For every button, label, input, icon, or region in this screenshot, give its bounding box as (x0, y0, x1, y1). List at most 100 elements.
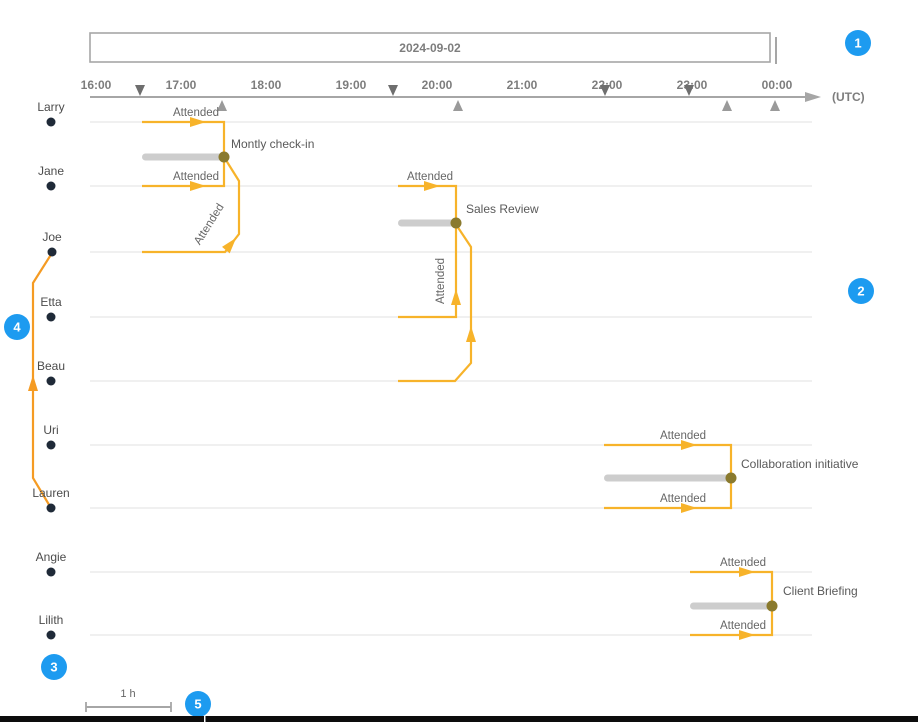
event-node-sales-review: Sales Review (398, 202, 539, 229)
event-end-marker-icon (217, 100, 227, 111)
person-node-lilith: Lilith (39, 613, 64, 640)
edge-label: Attended (173, 171, 219, 183)
time-tick-label: 16:00 (81, 78, 112, 92)
edge-label: Attended (407, 171, 453, 183)
event-dot[interactable] (725, 472, 737, 484)
event-duration-bar[interactable] (142, 153, 224, 161)
event-label: Collaboration initiative (741, 457, 859, 471)
attended-edge-larry-montly-check-in[interactable] (142, 120, 226, 157)
edge-label: Attended (173, 107, 219, 119)
callout-badge-4: 4 (4, 314, 30, 340)
person-node-angie: Angie (36, 550, 67, 577)
event-dot[interactable] (218, 151, 230, 163)
person-node-beau: Beau (37, 359, 65, 386)
callout-circle (845, 30, 871, 56)
callout-badge-5: 5 (185, 691, 211, 717)
person-node-uri: Uri (43, 423, 59, 450)
person-name-label: Lilith (39, 613, 64, 627)
callout-number: 3 (50, 660, 57, 675)
callout-number: 2 (857, 284, 864, 299)
callout-badge-3: 3 (41, 654, 67, 680)
callout-badge-1: 1 (845, 30, 871, 56)
person-name-label: Lauren (32, 486, 69, 500)
time-tick-label: 00:00 (762, 78, 793, 92)
person-dot[interactable] (46, 440, 56, 450)
edge-arrow-icon (424, 181, 440, 191)
event-dot[interactable] (450, 217, 462, 229)
person-dot[interactable] (46, 181, 56, 191)
event-node-montly-check-in: Montly check-in (142, 137, 314, 163)
callout-badge-2: 2 (848, 278, 874, 304)
date-label: 2024-09-02 (399, 41, 461, 55)
edge-arrow-icon (466, 326, 476, 342)
event-label: Montly check-in (231, 137, 314, 151)
person-name-label: Beau (37, 359, 65, 373)
person-name-label: Angie (36, 550, 67, 564)
edge-arrow-icon (739, 630, 755, 640)
person-dot[interactable] (46, 567, 56, 577)
person-name-label: Joe (42, 230, 62, 244)
time-tick-label: 19:00 (336, 78, 367, 92)
person-node-etta: Etta (40, 295, 62, 322)
attended-edge-uri-collaboration-initiative[interactable] (604, 443, 733, 478)
edge-arrow-icon (190, 181, 206, 191)
attended-edge-lauren-collaboration-initiative[interactable] (604, 478, 733, 510)
time-tick-label: 20:00 (422, 78, 453, 92)
event-duration-bar[interactable] (604, 474, 731, 482)
event-duration-bar[interactable] (398, 219, 456, 227)
edge-arrow-icon (28, 375, 38, 391)
edge-arrow-icon (739, 567, 755, 577)
attended-edge-beau-sales-review[interactable] (398, 225, 473, 383)
time-tick-label: 21:00 (507, 78, 538, 92)
event-dot[interactable] (766, 600, 778, 612)
person-dot[interactable] (46, 312, 56, 322)
event-start-marker-icon (684, 85, 694, 96)
date-range-band[interactable] (89, 32, 771, 63)
window-bottom-border (0, 716, 918, 722)
event-node-collaboration-initiative: Collaboration initiative (604, 457, 859, 484)
person-name-label: Uri (43, 423, 58, 437)
event-end-marker-icon (722, 100, 732, 111)
callout-circle (41, 654, 67, 680)
event-start-marker-icon (600, 85, 610, 96)
edge-label: Attended (192, 202, 227, 247)
attended-edge-jane-sales-review[interactable] (398, 184, 458, 223)
edge-arrow-icon (681, 440, 697, 450)
person-name-label: Jane (38, 164, 64, 178)
event-end-marker-icon (453, 100, 463, 111)
event-node-client-briefing: Client Briefing (690, 584, 858, 612)
person-dot[interactable] (46, 117, 56, 127)
person-dot[interactable] (46, 376, 56, 386)
event-label: Client Briefing (783, 584, 858, 598)
time-tick-label: 18:00 (251, 78, 282, 92)
callout-circle (4, 314, 30, 340)
person-dot[interactable] (46, 630, 56, 640)
person-dot[interactable] (46, 503, 56, 513)
attended-edge-joe-montly-check-in[interactable] (142, 156, 241, 254)
person-dot[interactable] (47, 247, 57, 257)
attended-edge-jane-montly-check-in[interactable] (142, 157, 226, 188)
event-duration-bar[interactable] (690, 602, 772, 610)
callout-circle (185, 691, 211, 717)
axis-arrow-icon (805, 92, 821, 102)
bottom-border-tick (204, 716, 206, 722)
edge-label: Attended (720, 557, 766, 569)
event-end-marker-icon (770, 100, 780, 111)
edge-arrow-icon (681, 503, 697, 513)
attended-edge-lilith-client-briefing[interactable] (690, 606, 774, 637)
edge-arrow-icon (222, 237, 237, 254)
person-node-jane: Jane (38, 164, 64, 191)
attended-edge-etta-sales-review[interactable] (398, 223, 458, 319)
edge-label: Attended (660, 430, 706, 442)
utc-label: (UTC) (832, 90, 865, 104)
scale-label: 1 h (120, 688, 135, 700)
callout-number: 5 (194, 697, 201, 712)
callout-number: 4 (13, 320, 21, 335)
person-node-lauren: Lauren (32, 486, 70, 513)
person-node-larry: Larry (37, 100, 65, 127)
edge-label: Attended (660, 493, 706, 505)
attended-edge-angie-client-briefing[interactable] (690, 570, 774, 606)
time-tick-label: 17:00 (166, 78, 197, 92)
edge-label: Attended (435, 258, 447, 304)
